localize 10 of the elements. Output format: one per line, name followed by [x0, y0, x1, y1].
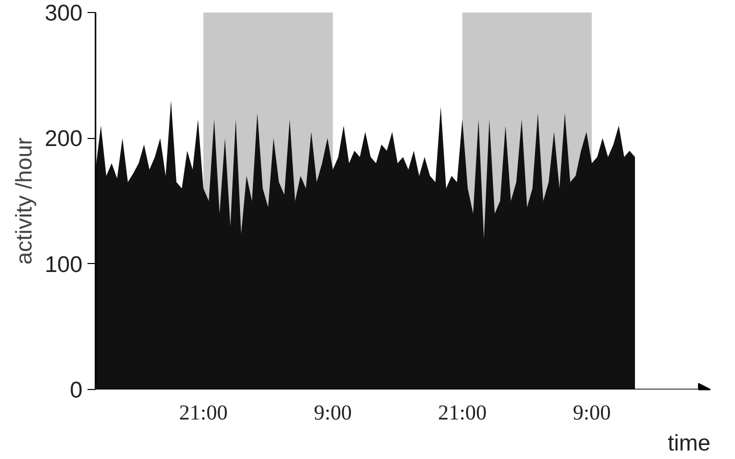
y-tick-label: 300 [44, 0, 83, 26]
x-axis-title: time [668, 430, 711, 456]
y-tick-label: 200 [44, 125, 83, 152]
x-tick-label: 9:00 [314, 400, 352, 424]
y-tick-label: 100 [44, 250, 83, 277]
x-tick-label: 21:00 [179, 400, 228, 424]
y-tick-label: 0 [70, 376, 83, 402]
x-tick-label: 21:00 [438, 400, 487, 424]
x-tick-label: 9:00 [572, 400, 611, 424]
y-axis-title: activity /hour [10, 136, 37, 265]
